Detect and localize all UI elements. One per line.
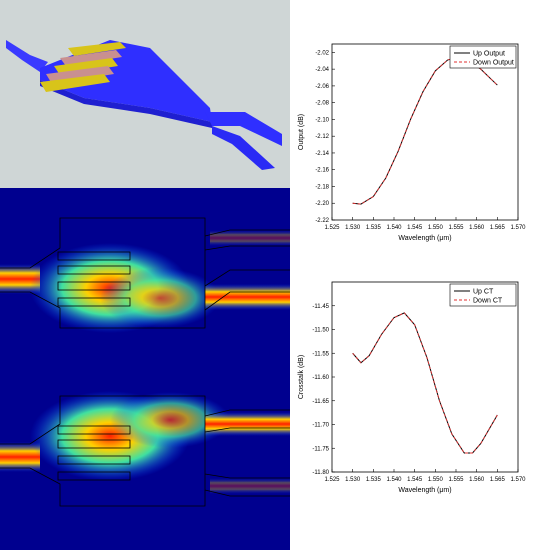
legend: Up Output Down Output bbox=[449, 45, 517, 69]
y-tick-label: -2.04 bbox=[315, 67, 329, 73]
x-tick-label: 1.560 bbox=[469, 477, 485, 483]
output-arm-upper bbox=[205, 112, 282, 146]
x-tick-label: 1.550 bbox=[428, 225, 444, 231]
y-tick-label: -2.06 bbox=[315, 84, 329, 90]
x-tick-label: 1.545 bbox=[407, 477, 423, 483]
x-tick-label: 1.540 bbox=[386, 225, 402, 231]
y-tick-label: -11.65 bbox=[312, 399, 329, 405]
legend-label: Up CT bbox=[473, 289, 494, 296]
x-tick-label: 1.555 bbox=[448, 225, 464, 231]
x-axis-label: Wavelength (μm) bbox=[398, 487, 451, 494]
legend-label: Down CT bbox=[473, 298, 503, 305]
y-tick-label: -2.12 bbox=[315, 134, 329, 140]
y-tick-label: -2.10 bbox=[315, 117, 329, 123]
x-tick-label: 1.525 bbox=[324, 225, 340, 231]
y-tick-label: -2.08 bbox=[315, 101, 329, 107]
y-tick-label: -2.14 bbox=[315, 151, 329, 157]
x-tick-label: 1.570 bbox=[510, 225, 526, 231]
output-arm-lower bbox=[212, 126, 275, 170]
x-axis-label: Wavelength (μm) bbox=[398, 235, 451, 242]
y-tick-label: -2.02 bbox=[315, 50, 329, 56]
y-tick-label: -11.75 bbox=[312, 446, 329, 452]
y-axis-label: Crosstalk (dB) bbox=[298, 355, 305, 399]
x-tick-label: 1.535 bbox=[366, 225, 382, 231]
y-tick-label: -2.22 bbox=[315, 218, 329, 224]
plot-frame bbox=[331, 281, 519, 473]
y-tick-label: -11.80 bbox=[312, 470, 329, 476]
x-tick-label: 1.545 bbox=[407, 225, 423, 231]
legend: Up CT Down CT bbox=[449, 283, 517, 307]
x-tick-label: 1.535 bbox=[366, 477, 382, 483]
x-tick-label: 1.570 bbox=[510, 477, 526, 483]
y-tick-label: -2.20 bbox=[315, 201, 329, 207]
legend-label: Up Output bbox=[473, 51, 505, 58]
series-line-down-output bbox=[352, 56, 498, 205]
electrode-array bbox=[40, 42, 126, 92]
x-tick-label: 1.560 bbox=[469, 225, 485, 231]
device-body-side bbox=[40, 80, 212, 128]
series-line-down-ct bbox=[352, 312, 498, 454]
x-tick-label: 1.550 bbox=[428, 477, 444, 483]
x-tick-label: 1.530 bbox=[345, 477, 361, 483]
device-3d-rendering bbox=[0, 0, 290, 188]
y-tick-label: -11.45 bbox=[312, 304, 329, 310]
x-tick-label: 1.525 bbox=[324, 477, 340, 483]
x-tick-label: 1.530 bbox=[345, 225, 361, 231]
y-tick-label: -11.70 bbox=[312, 423, 329, 429]
x-tick-label: 1.555 bbox=[448, 477, 464, 483]
y-tick-label: -11.55 bbox=[312, 351, 329, 357]
crosstalk-chart: 1.525 1.530 1.535 1.540 1.545 1.550 1.555 1.560… bbox=[298, 281, 526, 494]
output-chart: 1.525 1.530 1.535 1.540 1.545 1.550 1.555 1.560… bbox=[298, 43, 526, 242]
input-waveguide bbox=[6, 40, 48, 72]
x-tick-label: 1.540 bbox=[386, 477, 402, 483]
y-tick-label: -2.18 bbox=[315, 184, 329, 190]
x-tick-label: 1.565 bbox=[490, 477, 506, 483]
field-upper-device bbox=[0, 217, 290, 333]
series-line-up-output bbox=[352, 56, 498, 205]
y-axis-label: Output (dB) bbox=[298, 114, 305, 150]
field-lower-device bbox=[0, 391, 290, 507]
field-simulation bbox=[0, 188, 290, 550]
x-tick-label: 1.565 bbox=[490, 225, 506, 231]
y-tick-label: -11.60 bbox=[312, 375, 329, 381]
plot-frame bbox=[331, 43, 519, 221]
series-line-up-ct bbox=[352, 312, 498, 454]
y-tick-label: -2.16 bbox=[315, 168, 329, 174]
legend-label: Down Output bbox=[473, 60, 514, 67]
y-tick-label: -11.50 bbox=[312, 328, 329, 334]
